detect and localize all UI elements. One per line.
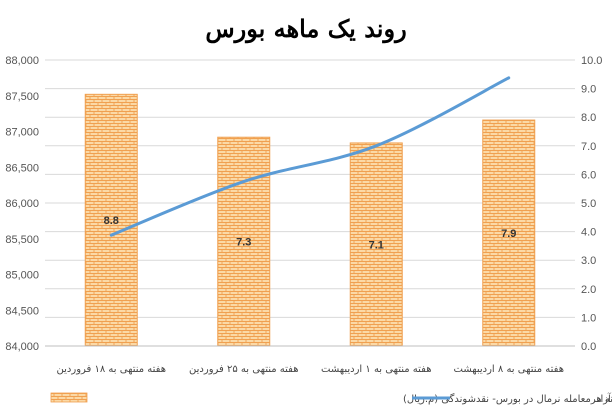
right-tick-label: 2.0 xyxy=(581,284,596,296)
right-tick-label: 10.0 xyxy=(581,55,602,67)
left-tick-label: 85,000 xyxy=(5,270,39,282)
right-tick-label: 1.0 xyxy=(581,312,596,324)
category-label: هفته منتهی به ۱ اردیبهشت xyxy=(321,364,432,375)
bar-series xyxy=(84,93,536,347)
left-tick-label: 86,500 xyxy=(5,162,39,174)
right-tick-label: 9.0 xyxy=(581,84,596,96)
right-tick-label: 7.0 xyxy=(581,141,596,153)
line-series xyxy=(109,76,511,237)
category-axis: هفته منتهی به ۱۸ فروردین هفته منتهی به ۲۵… xyxy=(57,364,564,375)
right-axis: 0.0 1.0 2.0 3.0 4.0 5.0 6.0 7.0 8.0 9.0 10.0 xyxy=(581,55,602,353)
bar-data-label: 7.1 xyxy=(369,239,384,251)
bar-data-label: 8.8 xyxy=(104,215,119,227)
bar xyxy=(482,119,536,347)
bar xyxy=(84,93,138,347)
left-tick-label: 84,000 xyxy=(5,341,39,353)
category-label: هفته منتهی به ۱۸ فروردین xyxy=(57,364,166,375)
left-axis: 84,000 84,500 85,000 85,500 86,000 86,500 87,0… xyxy=(5,55,39,353)
bar-data-label: 7.3 xyxy=(236,237,251,249)
right-tick-label: 3.0 xyxy=(581,255,596,267)
right-tick-label: 8.0 xyxy=(581,112,596,124)
legend: متوسط ارزش روزانه هرمعامله نرمال در بورس… xyxy=(50,392,612,405)
legend-label-line: شاخص شناور آزاد xyxy=(596,392,612,405)
left-tick-label: 86,000 xyxy=(5,198,39,210)
right-tick-label: 5.0 xyxy=(581,198,596,210)
category-label: هفته منتهی به ۸ اردیبهشت xyxy=(454,364,565,375)
left-tick-label: 87,000 xyxy=(5,127,39,139)
line-series-path xyxy=(109,76,511,237)
right-tick-label: 6.0 xyxy=(581,169,596,181)
right-tick-label: 0.0 xyxy=(581,341,596,353)
legend-label-bars: متوسط ارزش روزانه هرمعامله نرمال در بورس… xyxy=(403,393,612,405)
left-tick-label: 88,000 xyxy=(5,55,39,67)
left-tick-label: 87,500 xyxy=(5,91,39,103)
right-tick-label: 4.0 xyxy=(581,227,596,239)
left-tick-label: 85,500 xyxy=(5,234,39,246)
chart-title: روند یک ماهه بورس xyxy=(205,14,406,44)
bar xyxy=(217,136,271,347)
category-label: هفته منتهی به ۲۵ فروردین xyxy=(189,364,298,375)
left-tick-label: 84,500 xyxy=(5,305,39,317)
data-labels: 8.8 7.3 7.1 7.9 xyxy=(104,215,517,251)
legend-swatch-bars xyxy=(50,392,88,403)
bar-data-label: 7.9 xyxy=(501,228,516,240)
